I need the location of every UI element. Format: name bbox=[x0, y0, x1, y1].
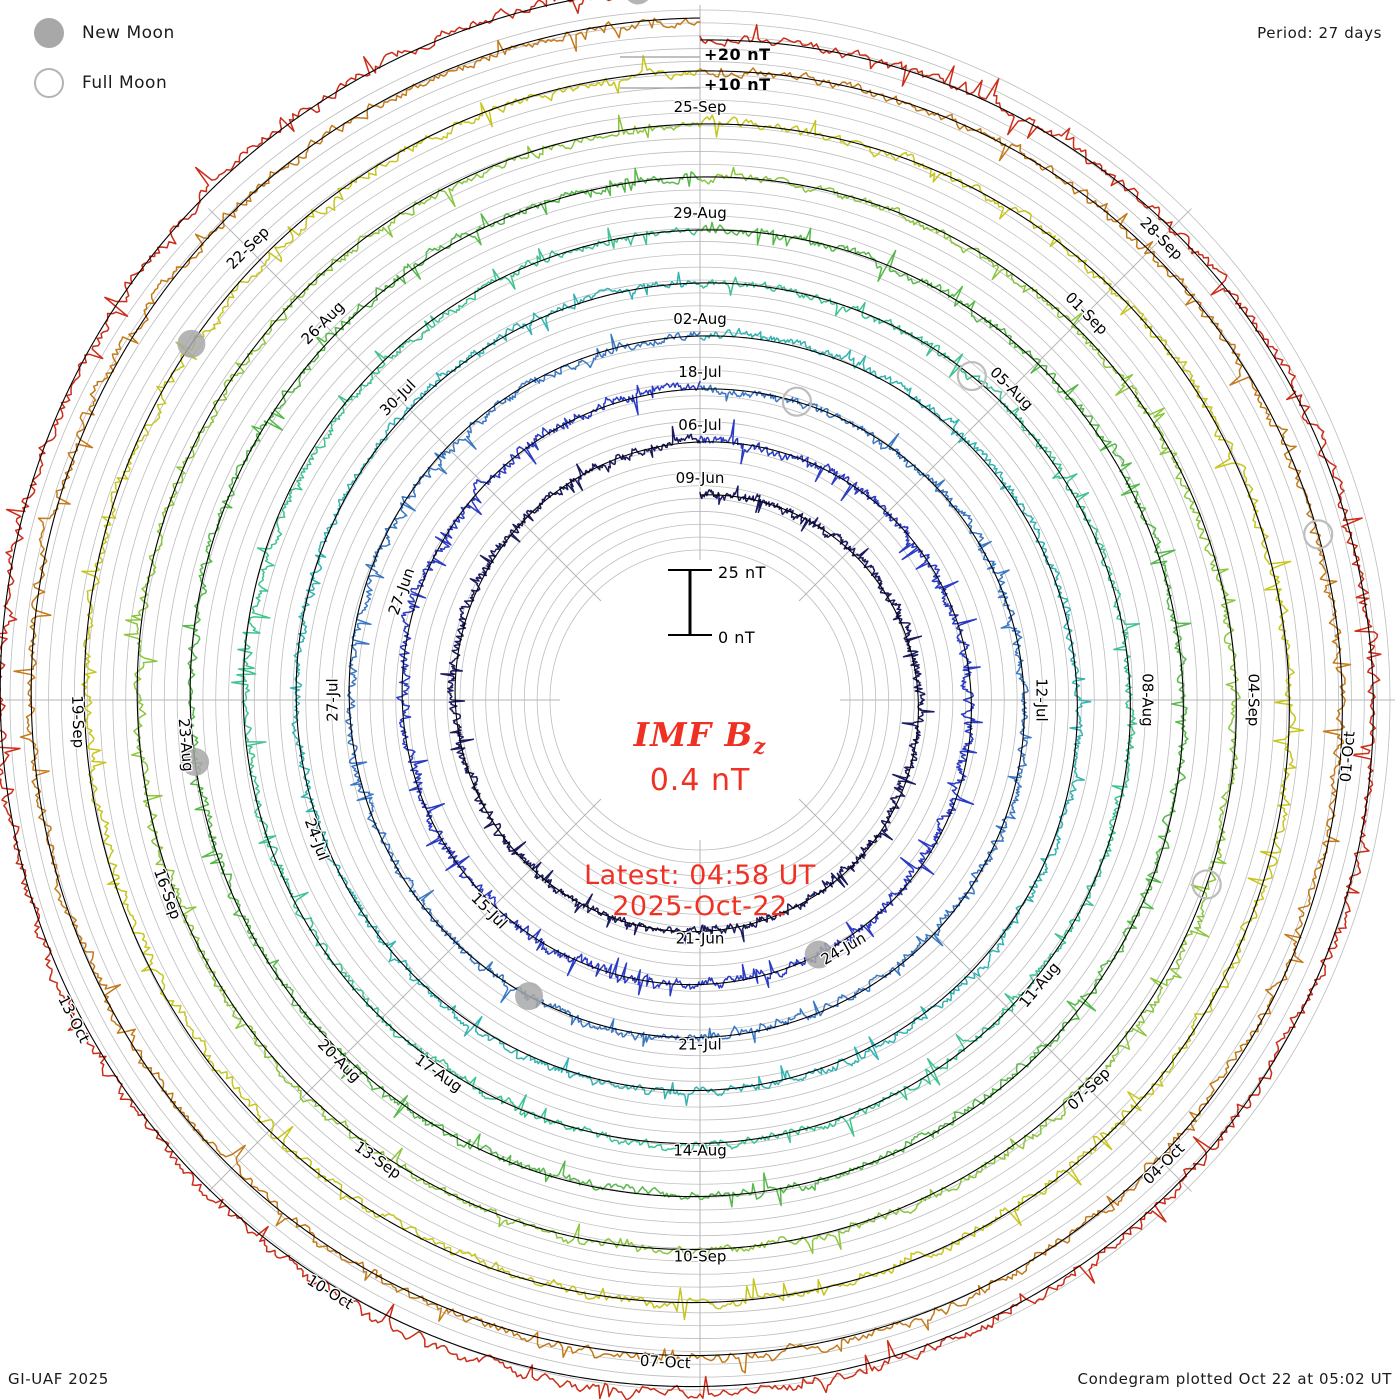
date-label: 02-Aug bbox=[673, 310, 726, 328]
date-label: 25-Sep bbox=[674, 98, 727, 116]
date-label: 09-Jun bbox=[676, 469, 725, 487]
scalebar-top-label: 25 nT bbox=[718, 563, 766, 582]
date-label: 01-Oct bbox=[1336, 730, 1358, 782]
new-moon-icon bbox=[34, 18, 64, 48]
date-label: 19-Sep bbox=[68, 695, 88, 748]
radial-tick-10nT: +10 nT bbox=[704, 75, 771, 94]
scalebar-bottom-label: 0 nT bbox=[718, 628, 756, 647]
center-current-value: 0.4 nT bbox=[649, 762, 751, 798]
legend-label-full-moon: Full Moon bbox=[82, 73, 168, 93]
center-quantity-title: IMF Bz bbox=[500, 715, 900, 759]
legend-item-full-moon: Full Moon bbox=[20, 58, 320, 108]
track-baselines bbox=[0, 0, 1374, 1388]
center-latest-time: Latest: 04:58 UT bbox=[584, 859, 816, 891]
legend-label-new-moon: New Moon bbox=[82, 23, 175, 43]
date-label: 13-Oct bbox=[54, 992, 93, 1046]
date-label: 27-Jul bbox=[323, 678, 341, 721]
date-label: 06-Jul bbox=[678, 416, 721, 434]
date-label: 21-Jul bbox=[678, 1036, 721, 1054]
center-annotation: IMF Bz 0.4 nT Latest: 04:58 UT 2025-Oct-… bbox=[500, 715, 900, 922]
scale-bar bbox=[620, 56, 712, 636]
credit-label: GI-UAF 2025 bbox=[8, 1370, 109, 1388]
date-label: 04-Sep bbox=[1244, 674, 1262, 727]
date-label: 10-Oct bbox=[304, 1271, 357, 1313]
center-quantity-subscript: z bbox=[753, 733, 767, 759]
date-label: 11-Aug bbox=[1015, 959, 1063, 1012]
date-label: 23-Aug bbox=[175, 718, 198, 773]
full-moon-icon bbox=[34, 68, 64, 98]
center-latest-block: Latest: 04:58 UT 2025-Oct-22 bbox=[500, 860, 900, 922]
date-label: 18-Jul bbox=[678, 363, 721, 381]
date-label: 10-Sep bbox=[674, 1248, 727, 1266]
radial-tick-20nT: +20 nT bbox=[704, 45, 771, 64]
date-label: 14-Aug bbox=[673, 1142, 726, 1160]
moon-phase-legend: New Moon Full Moon bbox=[20, 8, 320, 108]
date-label: 08-Aug bbox=[1138, 673, 1156, 726]
date-label: 17-Aug bbox=[412, 1051, 466, 1096]
date-label: 21-Jun bbox=[676, 930, 725, 948]
legend-item-new-moon: New Moon bbox=[20, 8, 320, 58]
date-label: 29-Aug bbox=[673, 204, 726, 222]
center-latest-date: 2025-Oct-22 bbox=[612, 890, 788, 922]
moon-markers bbox=[177, 0, 1334, 1011]
center-quantity-name: IMF B bbox=[633, 715, 754, 754]
polar-spokes bbox=[5, 5, 1395, 1395]
plotted-timestamp-label: Condegram plotted Oct 22 at 05:02 UT bbox=[1077, 1370, 1392, 1388]
period-label: Period: 27 days bbox=[1257, 24, 1382, 42]
date-label: 07-Oct bbox=[639, 1352, 691, 1373]
date-label: 12-Jul bbox=[1032, 678, 1050, 721]
date-label: 24-Jul bbox=[301, 816, 333, 863]
